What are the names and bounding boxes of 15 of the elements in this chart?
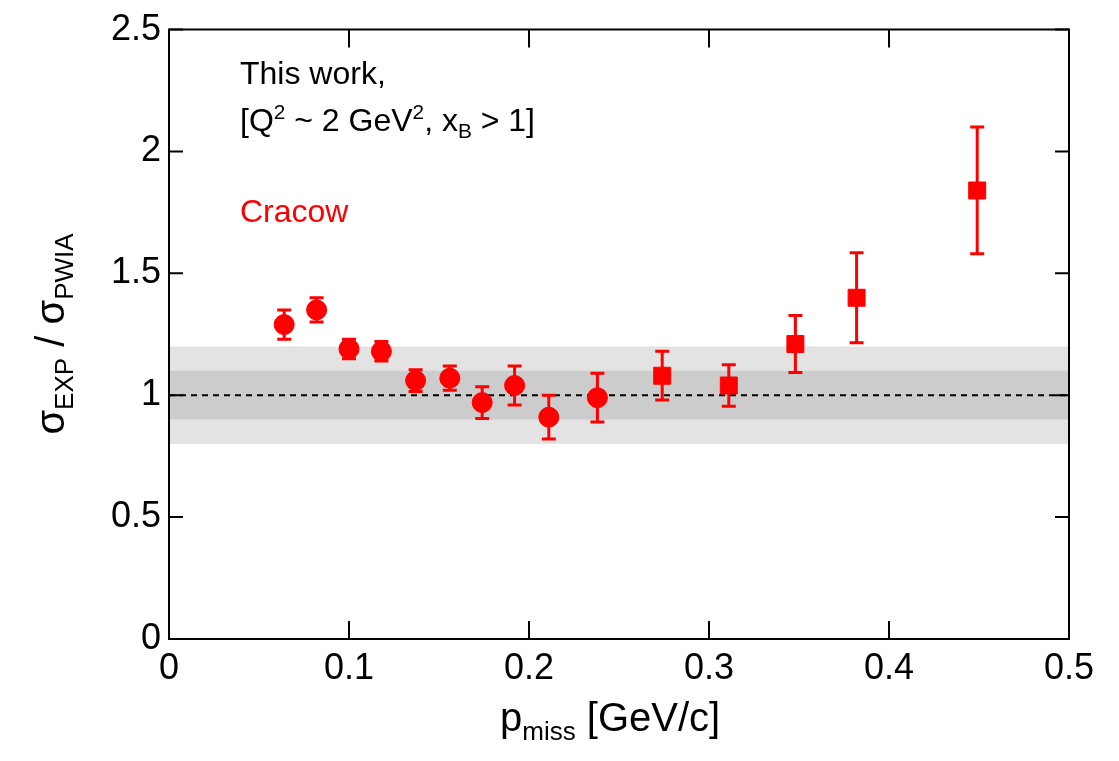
y-tick-label: 2 (140, 128, 161, 170)
x-tick-label: 0.1 (323, 645, 375, 687)
y-tick-label: 2.5 (110, 6, 161, 48)
x-axis-title: p$_{miss}$ [GeV/c] (500, 695, 721, 747)
annotation: This work, (240, 55, 386, 92)
annotation: Cracow (240, 193, 349, 230)
annotation: [Q$^{2}$ ~ 2 GeV$^{2}$, x$_{B}$ > 1] (240, 100, 535, 144)
y-tick-label: 1 (140, 372, 161, 414)
x-tick-label: 0.4 (863, 645, 915, 687)
y-tick-label: 0 (140, 615, 161, 657)
y-tick-label: 0.5 (110, 494, 161, 536)
x-tick-label: 0.3 (683, 645, 735, 687)
x-tick-label: 0.5 (1043, 645, 1095, 687)
x-tick-label: 0.2 (503, 645, 555, 687)
y-tick-label: 1.5 (110, 250, 161, 292)
